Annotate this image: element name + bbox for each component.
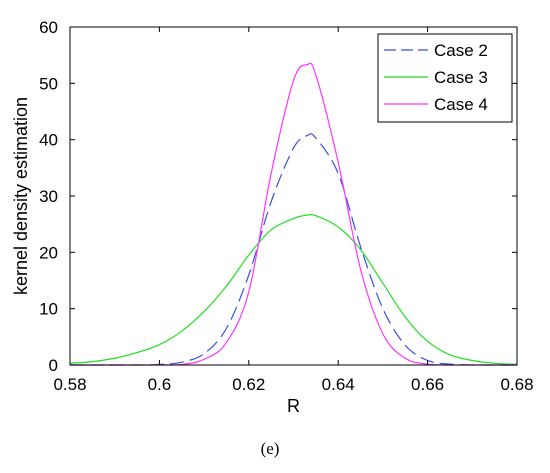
y-tick-label: 60: [39, 18, 58, 37]
legend: Case 2 Case 3 Case 4: [377, 33, 513, 123]
x-tick-label: 0.58: [53, 375, 86, 394]
x-tick-label: 0.62: [232, 375, 265, 394]
y-axis-label: kernel density estimation: [11, 97, 31, 295]
y-tick-label: 10: [39, 300, 58, 319]
legend-label: Case 4: [434, 95, 488, 114]
legend-box: [377, 33, 513, 123]
x-tick-label: 0.64: [322, 375, 355, 394]
y-tick-label: 0: [49, 356, 58, 375]
figure-caption: (e): [261, 439, 280, 458]
y-tick-label: 30: [39, 187, 58, 206]
x-axis-label: R: [287, 396, 300, 416]
x-tick-label: 0.6: [148, 375, 172, 394]
y-tick-label: 40: [39, 131, 58, 150]
x-tick-label: 0.66: [411, 375, 444, 394]
x-tick-label: 0.68: [500, 375, 533, 394]
series-line-case-3: [69, 213, 518, 366]
legend-label: Case 3: [434, 68, 488, 87]
y-tick-label: 50: [39, 74, 58, 93]
legend-label: Case 2: [434, 41, 488, 60]
y-tick-label: 20: [39, 243, 58, 262]
ticks: 0.58 0.6 0.62 0.64 0.66 0.68 0 10 20 30 40 50 60: [39, 18, 533, 394]
